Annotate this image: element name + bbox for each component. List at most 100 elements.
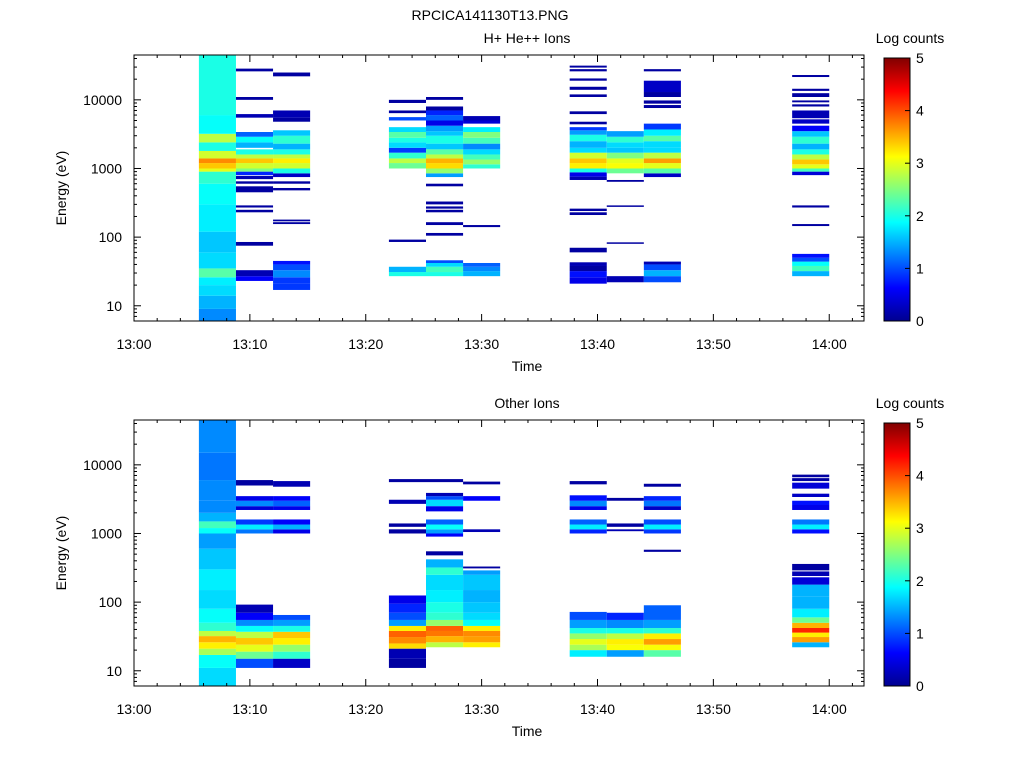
heatmap-cell	[792, 131, 830, 137]
heatmap-cell	[643, 147, 681, 153]
x-tick-label: 13:40	[580, 701, 615, 717]
heatmap-cell	[606, 152, 644, 159]
heatmap-cell	[643, 123, 681, 130]
heatmap-cell	[388, 272, 426, 277]
heatmap-cell	[643, 264, 681, 271]
heatmap-cell	[198, 308, 236, 321]
heatmap-cell	[463, 590, 501, 603]
colorbar-tick-label: 0	[916, 678, 924, 694]
heatmap-cell	[792, 271, 830, 277]
heatmap-cell	[273, 619, 311, 626]
heatmap-cell	[643, 633, 681, 640]
heatmap-cell	[569, 644, 607, 651]
heatmap-cell	[426, 125, 464, 132]
heatmap-cell	[235, 149, 274, 155]
heatmap-cell	[388, 630, 426, 638]
heatmap-cell	[426, 149, 464, 155]
heatmap-cell	[235, 644, 274, 652]
x-tick-label: 13:10	[232, 336, 267, 352]
heatmap-cell	[792, 577, 830, 585]
heatmap-cell	[606, 633, 644, 640]
heatmap-cell	[792, 493, 830, 497]
heatmap-cell	[273, 168, 311, 174]
heatmap-cell	[643, 129, 681, 136]
colorbar-label: Log counts	[876, 30, 945, 46]
heatmap-cell	[273, 481, 311, 487]
heatmap-cell	[426, 479, 464, 483]
heatmap-cell	[388, 658, 426, 668]
heatmap-cells	[198, 55, 830, 321]
heatmap-cell	[463, 574, 501, 591]
heatmap-cell	[606, 639, 644, 645]
heatmap-cell	[569, 78, 607, 81]
heatmap-cell	[463, 481, 501, 485]
plot-frame	[133, 54, 865, 322]
heatmap-cell	[273, 187, 311, 191]
heatmap-cell	[198, 115, 236, 134]
heatmap-cell	[792, 261, 830, 266]
heatmap-cell	[198, 654, 236, 668]
x-tick-label: 14:00	[812, 701, 847, 717]
heatmap-cell	[643, 69, 681, 72]
heatmap-cell	[426, 529, 464, 534]
heatmap-cell	[198, 183, 236, 205]
heatmap-cell	[569, 639, 607, 645]
heatmap-cell	[569, 147, 607, 153]
heatmap-cell	[792, 168, 830, 172]
heatmap-cell	[426, 120, 464, 126]
heatmap-cell	[569, 208, 607, 212]
heatmap-cell	[426, 262, 464, 267]
heatmap-cell	[235, 136, 274, 143]
heatmap-cell	[235, 154, 274, 159]
heatmap-cell	[235, 175, 274, 180]
heatmap-cell	[569, 633, 607, 640]
heatmap-cell	[388, 603, 426, 613]
x-tick-label: 14:00	[812, 336, 847, 352]
heatmap-cell	[273, 260, 311, 265]
heatmap-cell	[235, 68, 274, 72]
heatmap-cell	[426, 110, 464, 116]
heatmap-cell	[388, 637, 426, 644]
heatmap-cell	[426, 206, 464, 209]
heatmap-cell	[198, 521, 236, 529]
heatmap-cell	[426, 625, 464, 631]
y-axis-label: Energy (eV)	[53, 516, 69, 591]
heatmap-cell	[792, 257, 830, 262]
x-axis-label: Time	[512, 723, 543, 739]
heatmap-cell	[606, 650, 644, 657]
heatmap-cell	[792, 171, 830, 176]
panel-other-ions: Other Ions 13:00 13:10 13:20 13:30 13:40 13:50…	[53, 395, 944, 739]
heatmap-cell	[426, 636, 464, 643]
heatmap-cell	[273, 631, 311, 639]
heatmap-cell	[273, 219, 311, 222]
heatmap-cell	[606, 276, 644, 283]
colorbar-label: Log counts	[876, 395, 945, 411]
heatmap-cell	[606, 529, 644, 532]
colorbar-tick-label: 4	[916, 468, 924, 484]
x-axis-label: Time	[512, 358, 543, 374]
heatmap-cell	[569, 65, 607, 68]
heatmap-cell	[388, 132, 426, 138]
heatmap-cell	[198, 268, 236, 278]
heatmap-cell	[198, 252, 236, 269]
heatmap-cell	[569, 506, 607, 510]
heatmap-cell	[198, 285, 236, 296]
heatmap-cell	[463, 642, 501, 648]
y-axis-label: Energy (eV)	[53, 151, 69, 226]
heatmap-cell	[569, 163, 607, 169]
heatmap-cell	[198, 528, 236, 534]
heatmap-cell	[198, 636, 236, 643]
heatmap-cell	[792, 104, 830, 107]
heatmap-cell	[273, 110, 311, 118]
heatmap-cell	[792, 642, 830, 648]
heatmap-cell	[273, 644, 311, 652]
heatmap-cell	[235, 658, 274, 668]
heatmap-cell	[273, 658, 311, 668]
heatmap-cell	[198, 590, 236, 609]
colorbar-tick-label: 1	[916, 260, 924, 276]
heatmap-cell	[643, 141, 681, 148]
heatmap-cell	[426, 154, 464, 159]
x-tick-label: 13:30	[464, 701, 499, 717]
heatmap-cell	[569, 134, 607, 142]
heatmap-cell	[792, 524, 830, 530]
